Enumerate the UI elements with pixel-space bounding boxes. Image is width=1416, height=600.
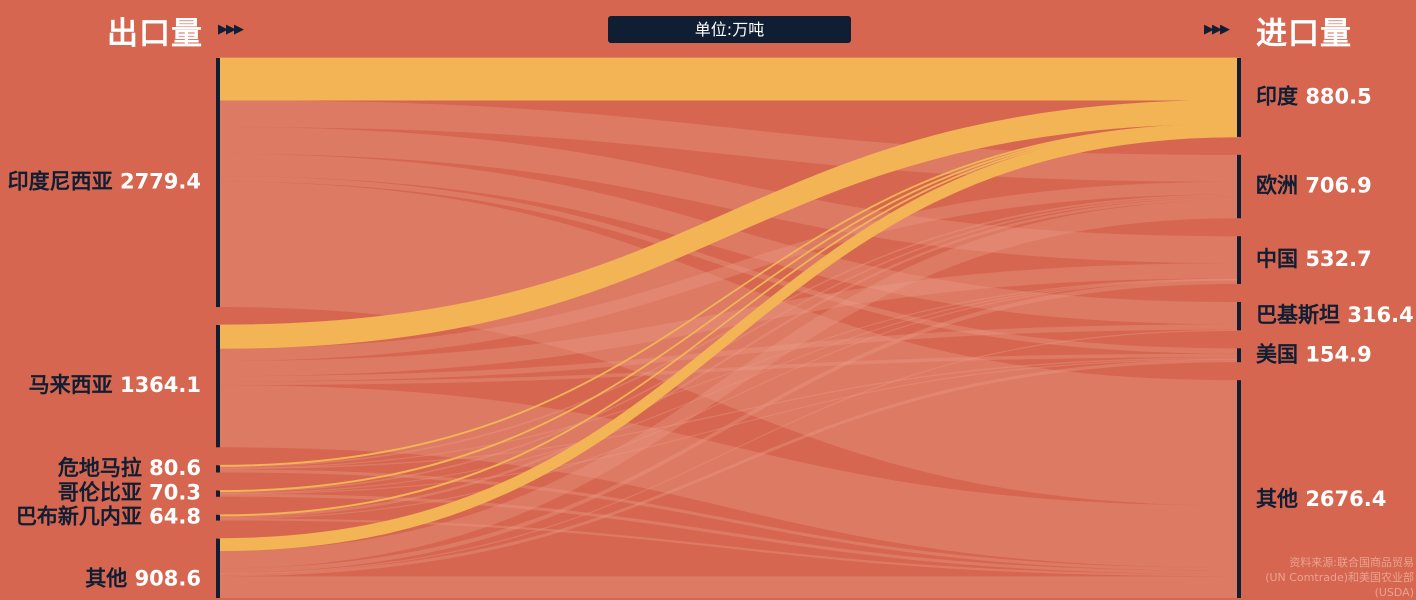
importer-label-1: 欧洲 706.9 [1256,174,1372,198]
flow-其他-其他 [219,576,1238,598]
export-title: 出口量 [107,16,203,52]
exporter-label-1-value: 1364.1 [120,373,201,397]
importer-bar-美国 [1237,348,1241,363]
importer-label-5-name: 其他 [1256,487,1305,511]
importer-bar-巴基斯坦 [1237,301,1241,331]
importer-label-0-name: 印度 [1256,84,1305,108]
flow-哥伦比亚-美国 [219,358,1238,495]
exporter-label-4: 巴布新几内亚 64.8 [16,505,201,529]
importer-bar-印度 [1237,58,1241,137]
flow-危地马拉-欧洲 [219,194,1238,468]
importer-label-4: 美国 154.9 [1256,342,1372,366]
exporter-bar-哥伦比亚 [216,490,220,497]
flow-哥伦比亚-中国 [219,278,1238,494]
exporter-label-1: 马来西亚 1364.1 [29,373,201,397]
exporter-bar-巴布新几内亚 [216,514,220,521]
exporter-bar-其他 [216,538,220,598]
exporter-label-5-name: 其他 [85,566,134,590]
exporter-label-3-value: 70.3 [149,481,201,505]
flow-layer [219,100,1238,598]
import-title: 进口量 [1256,16,1352,52]
importer-label-2: 中国 532.7 [1256,247,1372,271]
importer-label-2-name: 中国 [1256,247,1305,271]
flow-危地马拉-美国 [219,357,1238,470]
flow-马来西亚-美国 [219,353,1238,386]
unit-badge: 单位:万吨 [608,16,851,43]
flow-马来西亚-其他 [219,385,1238,568]
flow-印度尼西亚-中国 [219,126,1238,264]
importer-label-0: 印度 880.5 [1256,84,1372,108]
exporter-label-2-name: 危地马拉 [58,456,149,480]
import-arrows-icon: ▶▶▶ [1204,22,1230,37]
flow-其他-美国 [219,359,1238,577]
flow-巴布新几内亚-中国 [219,279,1238,520]
flow-其他-中国 [219,279,1238,573]
exporter-bar-印度尼西亚 [216,58,220,308]
importer-bar-欧洲 [1237,154,1241,219]
flow-巴布新几内亚-欧洲 [219,197,1238,518]
importer-label-1-value: 706.9 [1305,174,1371,198]
flow-哥伦比亚-欧洲 [219,196,1238,493]
flow-印度尼西亚-印度 [218,57,1239,101]
flow-马来西亚-巴基斯坦 [219,324,1238,382]
flow-印度尼西亚-欧洲 [219,100,1238,182]
importer-label-3-value: 316.4 [1347,303,1413,327]
exporter-label-4-value: 64.8 [149,505,201,529]
importer-label-5: 其他 2676.4 [1256,487,1386,511]
export-arrows-icon: ▶▶▶ [218,22,244,37]
exporter-label-5-value: 908.6 [135,566,201,590]
importer-label-3-name: 巴基斯坦 [1256,303,1347,327]
exporter-label-4-name: 巴布新几内亚 [16,505,149,529]
importer-label-4-name: 美国 [1256,342,1305,366]
exporter-bar-危地马拉 [216,465,220,473]
flow-哥伦比亚-其他 [219,493,1238,575]
source-line-2: (UN Comtrade)和美国农业部 [1265,571,1414,584]
source-line-1: 资料来源:联合国商品贸易 [1289,556,1414,569]
flow-危地马拉-中国 [219,278,1238,469]
flow-危地马拉-其他 [219,469,1238,571]
highlight-flow-layer [218,57,1239,552]
importer-bar-其他 [1237,380,1241,598]
exporter-label-1-name: 马来西亚 [29,373,120,397]
importer-label-0-value: 880.5 [1305,84,1371,108]
exporter-bar-马来西亚 [216,325,220,448]
importer-label-2-value: 532.7 [1305,247,1371,271]
importer-label-5-value: 2676.4 [1305,487,1386,511]
flow-其他-印度 [218,124,1239,552]
flow-其他-欧洲 [219,200,1238,569]
importer-label-3: 巴基斯坦 316.4 [1256,303,1414,327]
exporter-label-2: 危地马拉 80.6 [58,456,201,480]
exporter-label-0-name: 印度尼西亚 [8,170,120,194]
flow-其他-巴基斯坦 [219,329,1238,574]
exporter-label-0: 印度尼西亚 2779.4 [8,170,201,194]
exporter-label-3-name: 哥伦比亚 [58,481,149,505]
importer-label-1-name: 欧洲 [1256,174,1305,198]
importer-label-4-value: 154.9 [1305,342,1371,366]
flow-巴布新几内亚-其他 [219,518,1238,577]
flow-印度尼西亚-巴基斯坦 [219,153,1238,325]
exporter-label-2-value: 80.6 [149,456,201,480]
flow-印度尼西亚-美国 [219,176,1238,354]
exporter-label-5: 其他 908.6 [85,566,201,590]
importer-bar-中国 [1237,236,1241,284]
exporter-label-0-value: 2779.4 [120,170,201,194]
source-line-3: (USDA) [1374,586,1414,599]
exporter-label-3: 哥伦比亚 70.3 [58,481,201,505]
flow-马来西亚-欧洲 [219,181,1238,361]
